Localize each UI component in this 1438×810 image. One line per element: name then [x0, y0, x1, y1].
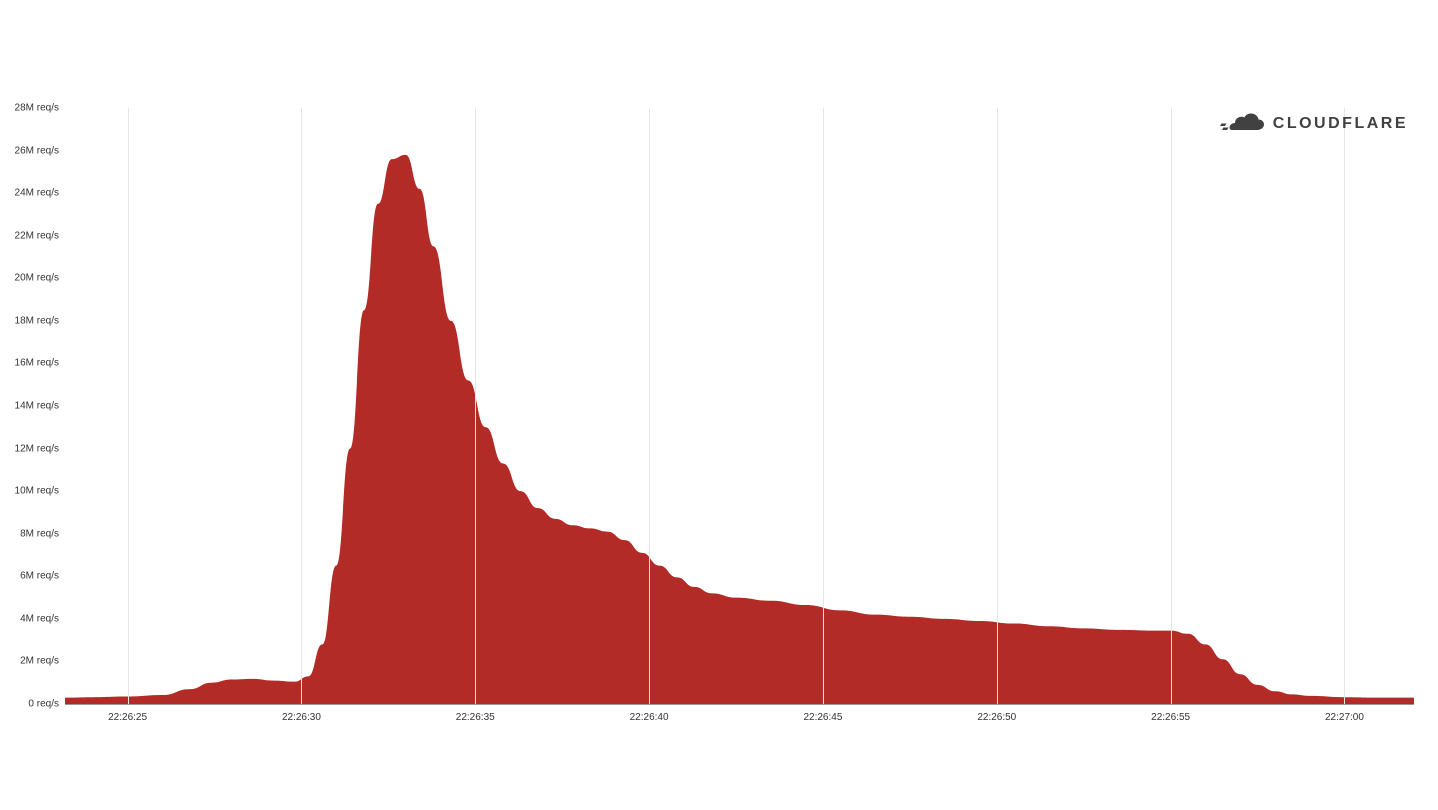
gridline-vertical	[1171, 108, 1172, 704]
x-tick-label: 22:26:40	[630, 712, 669, 723]
gridline-vertical	[128, 108, 129, 704]
logo-text: CLOUDFLARE	[1273, 115, 1408, 133]
y-tick-label: 14M req/s	[15, 401, 59, 412]
cloud-icon	[1219, 112, 1267, 136]
y-tick-label: 28M req/s	[15, 103, 59, 114]
y-tick-label: 4M req/s	[20, 613, 59, 624]
x-tick-label: 22:26:55	[1151, 712, 1190, 723]
x-tick-label: 22:27:00	[1325, 712, 1364, 723]
x-tick-label: 22:26:25	[108, 712, 147, 723]
gridline-vertical	[823, 108, 824, 704]
gridline-vertical	[301, 108, 302, 704]
y-tick-label: 6M req/s	[20, 571, 59, 582]
x-tick-label: 22:26:50	[977, 712, 1016, 723]
y-tick-label: 8M req/s	[20, 528, 59, 539]
y-tick-label: 22M req/s	[15, 230, 59, 241]
cloudflare-logo: CLOUDFLARE	[1219, 112, 1408, 136]
gridline-vertical	[475, 108, 476, 704]
y-tick-label: 16M req/s	[15, 358, 59, 369]
y-tick-label: 0 req/s	[28, 699, 59, 710]
y-tick-label: 18M req/s	[15, 315, 59, 326]
y-tick-label: 10M req/s	[15, 486, 59, 497]
y-tick-label: 20M req/s	[15, 273, 59, 284]
y-tick-label: 12M req/s	[15, 443, 59, 454]
x-tick-label: 22:26:35	[456, 712, 495, 723]
area-chart-svg	[65, 108, 1414, 704]
gridline-vertical	[997, 108, 998, 704]
y-tick-label: 24M req/s	[15, 188, 59, 199]
y-tick-label: 2M req/s	[20, 656, 59, 667]
plot-area	[65, 108, 1414, 704]
y-tick-label: 26M req/s	[15, 145, 59, 156]
area-fill	[65, 155, 1414, 704]
x-tick-label: 22:26:30	[282, 712, 321, 723]
x-tick-label: 22:26:45	[803, 712, 842, 723]
gridline-vertical	[1344, 108, 1345, 704]
gridline-vertical	[649, 108, 650, 704]
x-axis-line	[65, 704, 1414, 705]
chart-container: 0 req/s 2M req/s 4M req/s 6M req/s 8M req/s 1…	[0, 0, 1438, 810]
